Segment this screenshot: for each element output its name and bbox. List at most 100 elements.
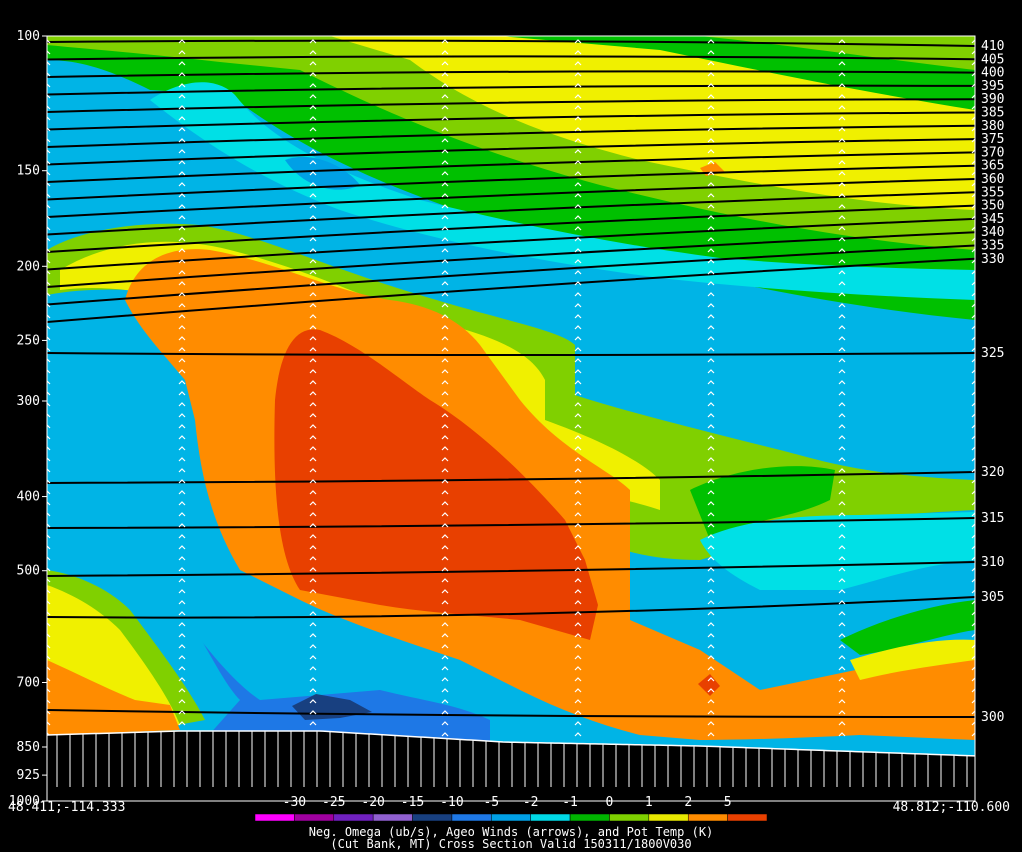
wind-arrow bbox=[309, 248, 317, 253]
wind-arrow bbox=[838, 446, 846, 451]
wind-arrow bbox=[574, 347, 582, 352]
wind-arrow bbox=[574, 589, 582, 594]
wind-arrow bbox=[574, 633, 582, 638]
wind-arrow bbox=[971, 435, 975, 440]
wind-arrow bbox=[838, 215, 846, 220]
wind-arrow bbox=[574, 204, 582, 209]
wind-arrow bbox=[47, 413, 51, 418]
wind-arrow bbox=[47, 501, 51, 506]
wind-arrow bbox=[441, 116, 449, 121]
wind-arrow bbox=[47, 567, 51, 572]
wind-arrow bbox=[441, 688, 449, 693]
wind-arrow bbox=[707, 105, 715, 110]
y-tick-label: 100 bbox=[17, 29, 40, 44]
wind-arrow bbox=[47, 424, 51, 429]
wind-arrow bbox=[178, 633, 186, 638]
colorbar-label: -1 bbox=[562, 795, 578, 810]
wind-arrow bbox=[838, 413, 846, 418]
wind-arrow bbox=[441, 83, 449, 88]
wind-arrow bbox=[838, 138, 846, 143]
wind-arrow bbox=[838, 699, 846, 704]
wind-arrow bbox=[707, 171, 715, 176]
wind-arrow bbox=[574, 72, 582, 77]
wind-arrow bbox=[707, 94, 715, 99]
wind-arrow bbox=[309, 369, 317, 374]
wind-arrow bbox=[707, 424, 715, 429]
wind-arrow bbox=[838, 116, 846, 121]
wind-arrow bbox=[178, 512, 186, 517]
y-tick-label: 850 bbox=[17, 740, 40, 755]
wind-arrow bbox=[178, 160, 186, 165]
wind-arrow bbox=[47, 215, 51, 220]
wind-arrow bbox=[971, 127, 975, 132]
wind-arrow bbox=[178, 710, 186, 715]
wind-arrow bbox=[178, 600, 186, 605]
wind-arrow bbox=[707, 666, 715, 671]
wind-arrow bbox=[309, 171, 317, 176]
y-tick-label: 200 bbox=[17, 259, 40, 274]
wind-arrow bbox=[838, 534, 846, 539]
wind-arrow bbox=[707, 545, 715, 550]
wind-arrow bbox=[47, 149, 51, 154]
wind-arrow bbox=[707, 226, 715, 231]
wind-arrow bbox=[441, 545, 449, 550]
theta-contour-line bbox=[47, 178, 975, 218]
wind-arrow bbox=[574, 611, 582, 616]
wind-arrow bbox=[309, 380, 317, 385]
theta-contour-label: 355 bbox=[981, 185, 1004, 200]
wind-arrow bbox=[309, 710, 317, 715]
wind-arrow bbox=[971, 160, 975, 165]
wind-arrow bbox=[309, 611, 317, 616]
y-tick-label: 250 bbox=[17, 333, 40, 348]
wind-arrow bbox=[707, 149, 715, 154]
wind-arrow bbox=[574, 402, 582, 407]
wind-arrow bbox=[838, 611, 846, 616]
wind-arrow bbox=[441, 358, 449, 363]
wind-arrow bbox=[47, 270, 51, 275]
wind-arrow bbox=[574, 149, 582, 154]
wind-arrow bbox=[971, 589, 975, 594]
wind-arrow bbox=[574, 237, 582, 242]
wind-arrow bbox=[47, 655, 51, 660]
wind-arrow bbox=[707, 556, 715, 561]
wind-arrow bbox=[178, 523, 186, 528]
wind-arrow bbox=[47, 105, 51, 110]
wind-arrow bbox=[838, 325, 846, 330]
wind-arrow bbox=[309, 149, 317, 154]
wind-arrow bbox=[971, 391, 975, 396]
wind-arrow bbox=[47, 204, 51, 209]
wind-arrow bbox=[838, 270, 846, 275]
wind-arrow bbox=[707, 655, 715, 660]
wind-arrow bbox=[441, 50, 449, 55]
wind-arrow bbox=[707, 39, 715, 44]
colorbar: -30 -25 -20 -15 -10 -5 -2 -1 0 1 2 5 bbox=[254, 795, 768, 822]
wind-arrow bbox=[838, 666, 846, 671]
wind-arrow bbox=[441, 127, 449, 132]
colorbar-label: -30 bbox=[283, 795, 306, 810]
wind-arrow bbox=[178, 248, 186, 253]
wind-arrow bbox=[838, 633, 846, 638]
wind-arrow bbox=[309, 270, 317, 275]
wind-arrow bbox=[971, 501, 975, 506]
wind-arrow bbox=[574, 248, 582, 253]
plot-frame bbox=[46, 35, 976, 802]
wind-arrow bbox=[178, 424, 186, 429]
wind-arrow bbox=[838, 237, 846, 242]
wind-arrow bbox=[309, 468, 317, 473]
wind-arrow bbox=[441, 534, 449, 539]
wind-arrow bbox=[707, 710, 715, 715]
wind-arrow bbox=[574, 193, 582, 198]
wind-arrow bbox=[707, 270, 715, 275]
wind-arrow bbox=[707, 644, 715, 649]
wind-arrow bbox=[309, 72, 317, 77]
wind-arrow bbox=[47, 600, 51, 605]
wind-arrow bbox=[441, 677, 449, 682]
wind-arrow bbox=[707, 567, 715, 572]
wind-arrow bbox=[178, 116, 186, 121]
wind-arrow bbox=[707, 446, 715, 451]
colorbar-label: 5 bbox=[724, 795, 732, 810]
wind-arrow bbox=[178, 391, 186, 396]
wind-arrow bbox=[838, 545, 846, 550]
wind-arrow bbox=[574, 94, 582, 99]
wind-arrow bbox=[707, 688, 715, 693]
